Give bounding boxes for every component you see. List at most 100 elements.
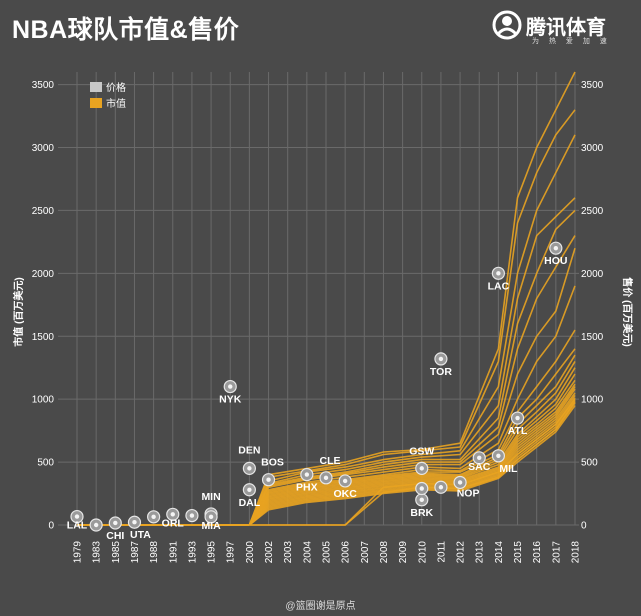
y-tick-label-left: 1000	[32, 395, 55, 406]
y-tick-label-right: 1500	[581, 332, 604, 343]
price-point-center	[132, 520, 137, 525]
price-point-center	[419, 466, 424, 471]
price-point-label: NYK	[219, 394, 242, 406]
price-point-center	[496, 453, 501, 458]
price-point-label: LAL	[67, 520, 88, 532]
x-tick-label: 2007	[360, 541, 371, 564]
x-tick-label: 2013	[475, 541, 486, 564]
price-point-label: TOR	[430, 366, 452, 378]
market-series-line	[248, 367, 576, 526]
price-point-label: SAC	[468, 461, 491, 473]
price-point-center	[247, 487, 252, 492]
price-point-center	[113, 520, 118, 526]
y-axis-right-label: 售价 (百万美元)	[621, 277, 634, 346]
x-tick-label: 2018	[571, 541, 582, 564]
price-point-label: NOP	[457, 487, 480, 499]
price-point-label: PHX	[296, 482, 318, 494]
y-tick-label-left: 3500	[32, 80, 55, 91]
y-tick-label-right: 3000	[581, 143, 604, 154]
market-series-line	[248, 348, 576, 526]
x-tick-label: 1995	[207, 541, 218, 564]
market-series-line	[248, 247, 576, 526]
price-point-label: CLE	[320, 455, 341, 467]
price-point-center	[228, 384, 233, 389]
x-tick-label: 2008	[379, 541, 390, 564]
y-tick-label-right: 500	[581, 458, 598, 469]
x-tick-label: 2012	[456, 541, 467, 564]
logo-slogan: 为 热 爱 加 速	[532, 38, 611, 45]
price-point-label: UTA	[130, 529, 151, 541]
y-tick-label-right: 1000	[581, 395, 604, 406]
market-series-line	[248, 285, 576, 526]
market-series-line	[248, 109, 576, 526]
price-point-center	[151, 514, 156, 520]
x-tick-label: 1997	[226, 541, 237, 564]
price-point-center	[189, 513, 195, 518]
price-point-label: MIN	[201, 491, 220, 503]
price-point-label: DAL	[239, 497, 261, 509]
y-axis-left-label: 市值 (百万美元)	[12, 277, 25, 346]
price-points: LAL CHI UTA ORL MIN MIA NYK DEN DAL BOS PHX CLE OKC G…	[67, 241, 568, 542]
y-tick-label-left: 2500	[32, 206, 55, 217]
x-tick-label: 1987	[130, 541, 141, 564]
tencent-sports-logo: 腾讯体育 为 热 爱 加 速	[492, 10, 632, 46]
price-point-label: CHI	[106, 530, 124, 542]
y-tick-label-right: 0	[581, 521, 587, 532]
price-point-label: BRK	[410, 507, 433, 519]
y-tick-label-right: 3500	[581, 80, 604, 91]
price-point-center	[438, 485, 444, 490]
market-series-line	[248, 379, 576, 526]
y-tick-label-right: 2500	[581, 206, 604, 217]
price-point-center	[419, 486, 424, 491]
y-tick-label-left: 1500	[32, 332, 55, 343]
price-point-label: ORL	[162, 517, 185, 529]
legend-label: 市值	[106, 97, 126, 110]
market-value-lines	[77, 71, 576, 526]
legend-label: 价格	[106, 81, 126, 94]
y-axis-right: 0 500 1000 1500 2000 2500 3000 3500	[581, 80, 604, 531]
watermark: @篮圈谢是原点	[285, 601, 356, 612]
y-tick-label-left: 3000	[32, 143, 55, 154]
price-point-center	[477, 455, 482, 461]
x-tick-label: 2004	[302, 541, 313, 564]
market-series-line	[248, 71, 576, 526]
market-series-line	[248, 373, 576, 526]
market-series-line	[248, 197, 576, 526]
x-tick-label: 2009	[398, 541, 409, 564]
y-tick-label-left: 0	[48, 521, 54, 532]
legend-swatch	[90, 82, 102, 92]
x-tick-label: 2002	[264, 541, 275, 564]
price-point-center	[304, 472, 310, 477]
price-point-label: DEN	[238, 444, 260, 456]
x-tick-label: 1991	[168, 541, 179, 564]
tencent-logo-icon	[492, 10, 522, 40]
price-point-center	[496, 271, 501, 276]
x-axis: 1979 1983 1985 1987 1988 1991 1993 1995 1997 2000…	[73, 541, 582, 564]
price-point-label: GSW	[409, 445, 434, 457]
y-tick-label-right: 2000	[581, 269, 604, 280]
price-point-center	[457, 480, 463, 485]
x-tick-label: 1985	[111, 541, 122, 564]
price-point-center	[266, 477, 271, 482]
market-series-line	[248, 383, 576, 526]
market-series-line	[248, 209, 576, 526]
price-point-label: HOU	[544, 255, 567, 267]
logo-name: 腾讯体育	[526, 17, 606, 39]
price-point-label: MIA	[201, 520, 221, 532]
x-tick-label: 1993	[187, 541, 198, 564]
x-tick-label: 2003	[283, 541, 294, 564]
x-tick-label: 2014	[494, 541, 505, 564]
x-tick-label: 2016	[532, 541, 543, 564]
x-tick-label: 2017	[551, 541, 562, 564]
legend-swatch	[90, 98, 102, 108]
y-tick-label-left: 2000	[32, 269, 55, 280]
price-point-center	[323, 475, 329, 481]
price-point-label: ATL	[508, 425, 528, 437]
price-point-center	[74, 514, 80, 519]
price-point-label: MIL	[499, 463, 518, 475]
price-point-center	[247, 466, 252, 471]
price-point-label: BOS	[261, 457, 284, 469]
chart-title: NBA球队市值&售价	[12, 16, 240, 44]
